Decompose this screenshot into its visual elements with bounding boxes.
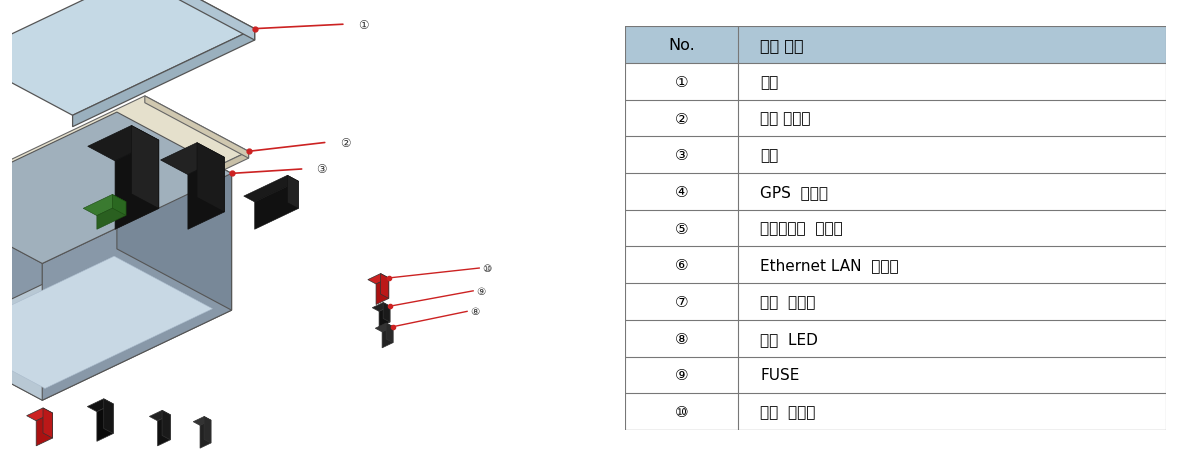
Polygon shape: [157, 415, 170, 446]
Polygon shape: [26, 408, 52, 421]
Polygon shape: [0, 113, 232, 264]
Text: ③: ③: [317, 163, 327, 176]
Text: ②: ②: [339, 136, 350, 149]
Polygon shape: [104, 399, 113, 434]
Bar: [739, 283, 1166, 320]
Polygon shape: [117, 113, 232, 310]
Text: ⑩: ⑩: [675, 404, 688, 419]
Polygon shape: [387, 324, 393, 343]
Polygon shape: [205, 417, 211, 443]
Polygon shape: [43, 408, 52, 438]
Polygon shape: [162, 410, 170, 440]
Polygon shape: [43, 174, 232, 400]
Polygon shape: [382, 327, 393, 348]
Text: ⑥: ⑥: [675, 258, 688, 273]
Polygon shape: [380, 307, 390, 328]
Bar: [739, 247, 1166, 283]
Polygon shape: [288, 176, 299, 209]
Bar: [739, 64, 1166, 101]
Bar: [625, 101, 739, 137]
Polygon shape: [0, 0, 255, 116]
Polygon shape: [112, 195, 126, 216]
Text: ⑦: ⑦: [675, 294, 688, 309]
Text: ⑧: ⑧: [675, 331, 688, 346]
Polygon shape: [145, 0, 255, 41]
Text: 전원  스위치: 전원 스위치: [760, 404, 815, 419]
Text: ⑨: ⑨: [675, 368, 688, 383]
Polygon shape: [376, 278, 389, 305]
Polygon shape: [200, 420, 211, 448]
Text: Ethernet LAN  커넥터: Ethernet LAN 커넥터: [760, 258, 898, 273]
Bar: [625, 174, 739, 210]
Bar: [739, 210, 1166, 247]
Bar: [625, 210, 739, 247]
Text: ⑨: ⑨: [476, 286, 486, 296]
Polygon shape: [73, 30, 255, 127]
Text: 세부 항목: 세부 항목: [760, 38, 803, 53]
Polygon shape: [88, 126, 158, 162]
Bar: [739, 394, 1166, 430]
Bar: [625, 27, 739, 64]
Text: 덮개: 덮개: [760, 75, 778, 90]
Text: ③: ③: [675, 148, 688, 163]
Text: ④: ④: [675, 185, 688, 199]
Bar: [625, 283, 739, 320]
Bar: [625, 357, 739, 394]
Polygon shape: [96, 202, 126, 230]
Polygon shape: [0, 96, 249, 230]
Polygon shape: [375, 324, 393, 332]
Polygon shape: [83, 195, 126, 216]
Bar: [739, 101, 1166, 137]
Polygon shape: [115, 141, 158, 230]
Polygon shape: [0, 249, 232, 400]
Bar: [625, 64, 739, 101]
Polygon shape: [368, 274, 389, 284]
Bar: [739, 27, 1166, 64]
Text: ①: ①: [358, 19, 369, 31]
Text: No.: No.: [669, 38, 695, 53]
Polygon shape: [198, 143, 225, 212]
Text: 중판 조립체: 중판 조립체: [760, 111, 810, 126]
Polygon shape: [244, 176, 299, 202]
Polygon shape: [0, 113, 117, 339]
Text: ⑤: ⑤: [675, 221, 688, 236]
Text: 몸체: 몸체: [760, 148, 778, 163]
Polygon shape: [150, 410, 170, 421]
Text: GPS  커넥터: GPS 커넥터: [760, 185, 828, 199]
Polygon shape: [87, 399, 113, 412]
Text: 하이드로폰  커넥터: 하이드로폰 커넥터: [760, 221, 843, 236]
Polygon shape: [84, 152, 249, 237]
Bar: [625, 137, 739, 174]
Text: ⑧: ⑧: [470, 307, 480, 317]
Polygon shape: [161, 143, 225, 175]
Polygon shape: [36, 413, 52, 446]
Text: ⑩: ⑩: [482, 263, 491, 273]
Polygon shape: [96, 404, 113, 441]
Polygon shape: [0, 203, 43, 400]
Polygon shape: [381, 274, 389, 299]
Bar: [739, 137, 1166, 174]
Bar: [739, 174, 1166, 210]
Polygon shape: [0, 257, 213, 389]
Text: 전원  커넥터: 전원 커넥터: [760, 294, 815, 309]
Polygon shape: [383, 303, 390, 323]
Polygon shape: [188, 158, 225, 230]
Text: ①: ①: [675, 75, 688, 90]
Text: ②: ②: [675, 111, 688, 126]
Bar: [739, 357, 1166, 394]
Bar: [625, 320, 739, 357]
Text: 전원  LED: 전원 LED: [760, 331, 818, 346]
Polygon shape: [193, 417, 211, 425]
Polygon shape: [372, 303, 390, 312]
Polygon shape: [131, 126, 158, 209]
Bar: [739, 320, 1166, 357]
Polygon shape: [255, 182, 299, 230]
Bar: [625, 247, 739, 283]
Polygon shape: [145, 96, 249, 159]
Text: FUSE: FUSE: [760, 368, 800, 383]
Bar: [625, 394, 739, 430]
